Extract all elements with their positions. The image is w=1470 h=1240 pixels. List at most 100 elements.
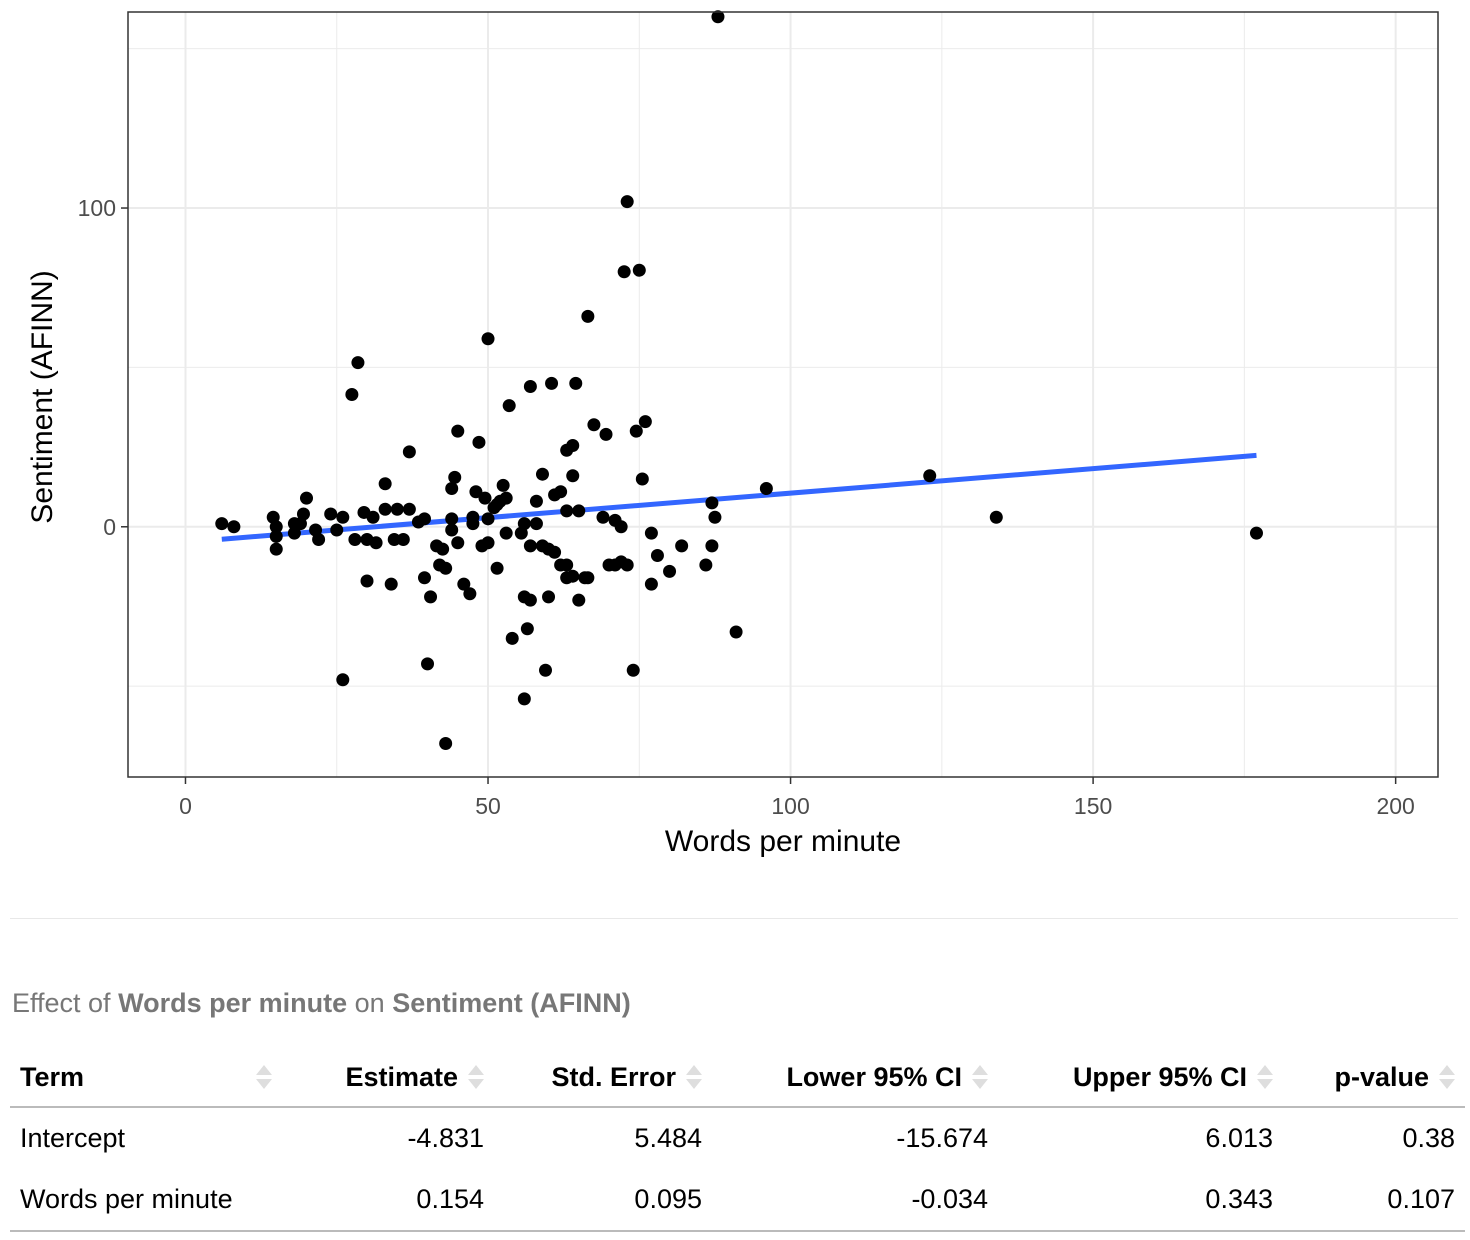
cell-estimate: 0.154	[282, 1169, 494, 1232]
data-point	[417, 571, 431, 585]
table-header-row: Term Estimate Std. Error Lower 95% CI Up…	[10, 1048, 1465, 1108]
data-point	[560, 504, 574, 518]
data-point	[663, 564, 677, 578]
fit-line	[221, 452, 1257, 542]
data-point	[644, 577, 658, 591]
data-point	[378, 502, 392, 516]
sort-icon[interactable]	[256, 1065, 272, 1089]
data-point	[502, 399, 516, 413]
data-point	[596, 510, 610, 524]
data-point	[351, 356, 365, 370]
data-point	[287, 526, 301, 540]
column-header-std-error[interactable]: Std. Error	[494, 1048, 712, 1108]
data-point	[581, 309, 595, 323]
data-point	[529, 517, 543, 531]
data-point	[402, 502, 416, 516]
data-point	[384, 577, 398, 591]
data-point	[439, 561, 453, 575]
data-point	[705, 539, 719, 553]
data-point	[215, 517, 229, 531]
data-point	[269, 529, 283, 543]
data-point	[614, 520, 628, 534]
data-point	[617, 265, 631, 279]
sort-icon[interactable]	[1257, 1065, 1273, 1089]
data-point	[421, 657, 435, 671]
data-point	[644, 526, 658, 540]
data-point	[560, 443, 574, 457]
data-point	[402, 445, 416, 459]
data-point	[369, 536, 383, 550]
data-point	[923, 469, 937, 483]
cell-upper-ci: 0.343	[998, 1169, 1283, 1232]
data-point	[481, 536, 495, 550]
column-header-p-value[interactable]: p-value	[1283, 1048, 1465, 1108]
data-point	[387, 533, 401, 547]
data-point	[514, 526, 528, 540]
data-point	[587, 418, 601, 432]
data-point	[572, 593, 586, 607]
data-point	[411, 515, 425, 529]
cell-estimate: -4.831	[407, 1123, 484, 1153]
data-point	[711, 10, 725, 24]
data-point	[505, 631, 519, 645]
data-point	[581, 571, 595, 585]
sort-icon[interactable]	[686, 1065, 702, 1089]
cell-lower-ci: -0.034	[712, 1169, 998, 1232]
x-axis-label: Words per minute	[665, 825, 901, 858]
sort-icon[interactable]	[468, 1065, 484, 1089]
data-point	[548, 545, 562, 559]
data-point	[336, 510, 350, 524]
data-point	[463, 587, 477, 601]
data-point	[478, 491, 492, 505]
data-point	[759, 482, 773, 496]
column-header-lower-ci[interactable]: Lower 95% CI	[712, 1048, 998, 1108]
data-point	[445, 512, 459, 526]
caption-x-variable: Words per minute	[118, 988, 348, 1018]
cell-p-value: 0.38	[1402, 1123, 1455, 1153]
sort-icon[interactable]	[972, 1065, 988, 1089]
table-caption: Effect of Words per minute on Sentiment …	[12, 988, 631, 1018]
data-point	[675, 539, 689, 553]
x-tick-label: 0	[179, 793, 192, 819]
sort-icon[interactable]	[1439, 1065, 1455, 1089]
data-point	[436, 542, 450, 556]
cell-upper-ci: 6.013	[1205, 1123, 1273, 1153]
caption-y-variable: Sentiment (AFINN)	[392, 988, 631, 1018]
column-header-term[interactable]: Term	[10, 1048, 282, 1108]
cell-std-error: 0.095	[494, 1169, 712, 1232]
data-point	[472, 435, 486, 449]
regression-table: Term Estimate Std. Error Lower 95% CI Up…	[10, 1048, 1465, 1232]
cell-std-error: 5.484	[634, 1123, 702, 1153]
cell-lower-ci: -15.674	[896, 1123, 988, 1153]
data-point	[542, 590, 556, 604]
data-point	[572, 504, 586, 518]
data-point	[299, 491, 313, 505]
data-point	[535, 467, 549, 481]
data-point	[490, 561, 504, 575]
data-point	[620, 195, 634, 209]
data-point	[293, 517, 307, 531]
data-point	[227, 520, 241, 534]
column-header-upper-ci[interactable]: Upper 95% CI	[998, 1048, 1283, 1108]
data-point	[457, 577, 471, 591]
data-point	[520, 622, 534, 636]
data-point	[599, 427, 613, 441]
data-point	[638, 415, 652, 429]
data-point	[345, 388, 359, 401]
data-point	[378, 477, 392, 491]
data-point	[539, 663, 553, 677]
data-point	[699, 558, 713, 572]
column-header-estimate[interactable]: Estimate	[282, 1048, 494, 1108]
data-point	[523, 380, 537, 394]
data-point	[632, 263, 646, 277]
data-point	[469, 485, 483, 499]
table-row: Intercept -4.831 5.484 -15.674 6.013 0.3…	[10, 1107, 1465, 1169]
cell-term: Words per minute	[10, 1169, 282, 1232]
data-point	[548, 488, 562, 502]
data-point	[545, 376, 559, 390]
x-axis-ticks: 0 50 100 150 200	[179, 777, 1415, 819]
data-point	[529, 494, 543, 508]
data-point	[729, 625, 743, 639]
data-point	[705, 496, 719, 510]
data-point	[336, 673, 350, 687]
